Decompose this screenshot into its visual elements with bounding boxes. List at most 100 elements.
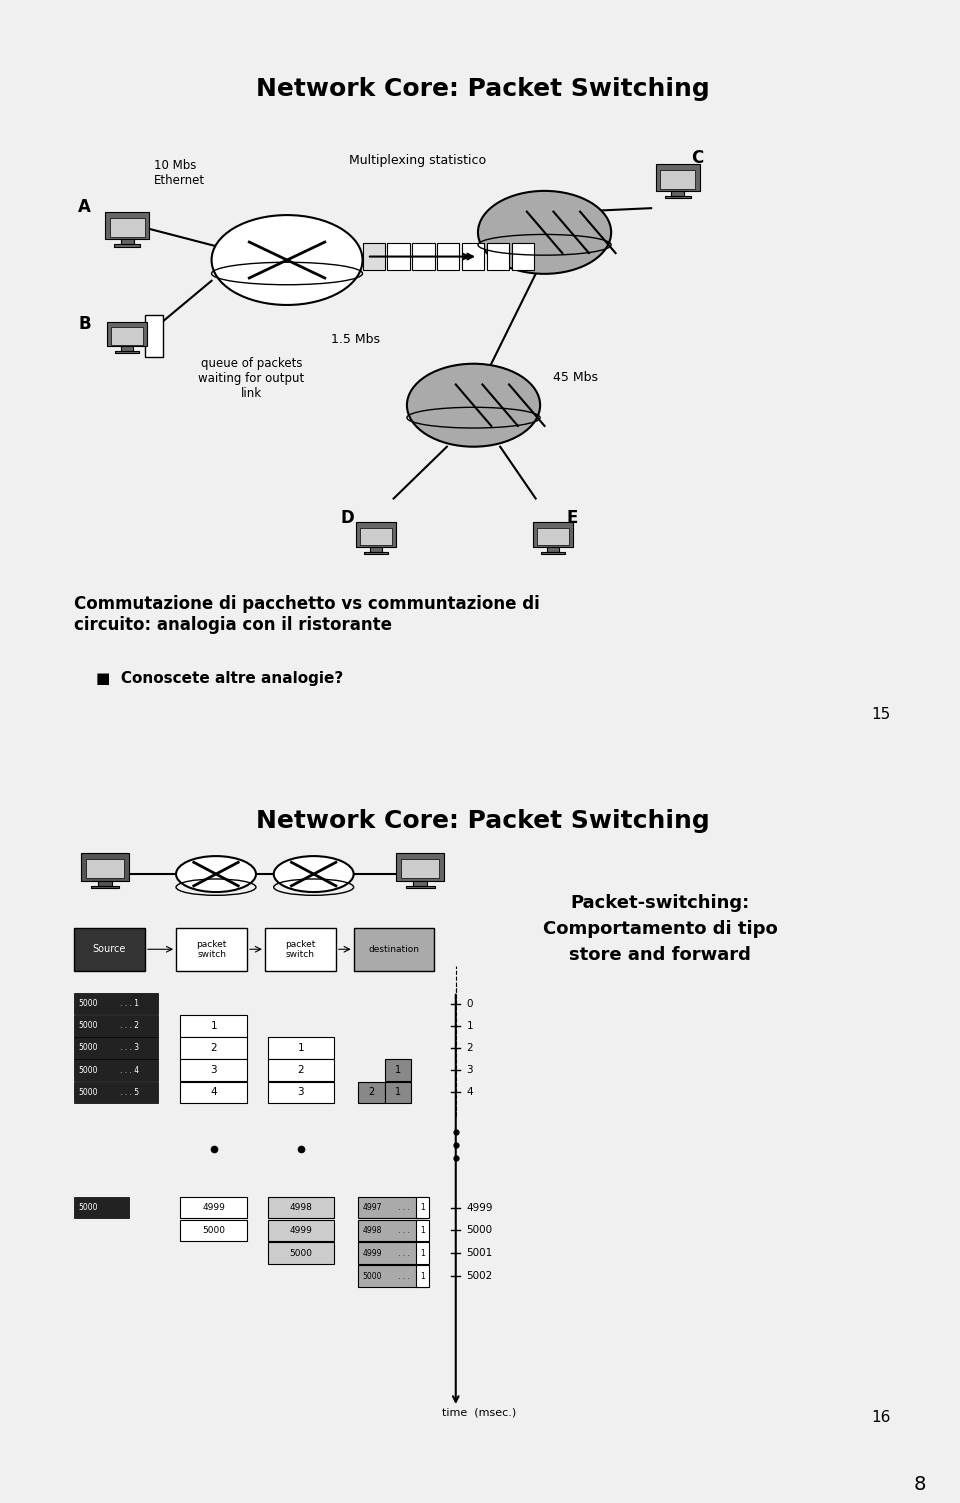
Bar (180, 1060, 247, 1081)
Text: B: B (79, 316, 91, 334)
Bar (90, 885, 119, 888)
Text: Source: Source (93, 944, 126, 954)
Bar (85, 860, 124, 878)
Bar (412, 242, 435, 271)
Text: 1: 1 (395, 1066, 401, 1075)
Text: 5000: 5000 (289, 1249, 312, 1258)
Bar (268, 1037, 334, 1058)
Text: destination: destination (368, 945, 420, 954)
Text: 2: 2 (298, 1066, 304, 1075)
Bar (385, 1082, 412, 1103)
Text: packet
switch: packet switch (285, 939, 316, 959)
Bar (388, 242, 410, 271)
Bar (358, 1266, 427, 1287)
Bar (74, 927, 145, 971)
Bar (534, 522, 573, 547)
Bar (74, 1037, 158, 1058)
Bar (385, 1060, 412, 1081)
Bar (416, 1196, 429, 1219)
Text: 8: 8 (914, 1474, 926, 1494)
Text: 1: 1 (420, 1272, 425, 1281)
Bar (180, 1082, 247, 1103)
Ellipse shape (176, 857, 256, 893)
Text: 4: 4 (210, 1088, 217, 1097)
Bar (268, 1219, 334, 1241)
Bar (74, 1196, 129, 1219)
Bar (353, 927, 434, 971)
Text: 5000: 5000 (79, 1066, 98, 1075)
Bar (356, 522, 396, 547)
Text: time  (msec.): time (msec.) (443, 1407, 516, 1417)
Bar (265, 927, 336, 971)
Bar (547, 547, 560, 552)
Text: 4999: 4999 (467, 1202, 492, 1213)
Text: 1.5 Mbs: 1.5 Mbs (331, 332, 380, 346)
Text: 5002: 5002 (467, 1272, 492, 1281)
Bar (74, 993, 158, 1015)
Bar (416, 1243, 429, 1264)
Bar (176, 927, 247, 971)
Text: 5000: 5000 (79, 1021, 98, 1030)
Bar (416, 1266, 429, 1287)
Bar (109, 218, 145, 237)
Bar (656, 164, 700, 191)
Text: 1: 1 (298, 1043, 304, 1054)
Text: 15: 15 (872, 706, 891, 721)
Bar (487, 242, 509, 271)
Text: . . . 5: . . . 5 (120, 1088, 139, 1097)
Text: A: A (79, 197, 91, 215)
Text: Commutazione di pacchetto vs communtazione di
circuito: analogia con il ristoran: Commutazione di pacchetto vs communtazio… (74, 595, 540, 634)
Text: 1: 1 (420, 1226, 425, 1235)
Bar (81, 852, 129, 881)
Bar (74, 1082, 158, 1103)
Text: 2: 2 (210, 1043, 217, 1054)
Bar (541, 552, 565, 553)
Text: 2: 2 (467, 1043, 473, 1054)
Bar (512, 242, 534, 271)
Text: . . .: . . . (398, 1226, 410, 1235)
Bar (106, 212, 149, 239)
Text: 10 Mbs
Ethernet: 10 Mbs Ethernet (154, 159, 205, 188)
Text: queue of packets
waiting for output
link: queue of packets waiting for output link (199, 356, 304, 400)
Text: 4998: 4998 (363, 1226, 382, 1235)
Text: . . .: . . . (398, 1272, 410, 1281)
Text: 0: 0 (467, 998, 473, 1009)
Text: 1: 1 (210, 1021, 217, 1031)
Text: 5000: 5000 (79, 1043, 98, 1052)
Text: 5000: 5000 (79, 1202, 98, 1211)
Bar (180, 1219, 247, 1241)
Text: . . .: . . . (398, 1202, 410, 1211)
Bar (145, 316, 163, 356)
Bar (268, 1060, 334, 1081)
Text: 2: 2 (369, 1088, 374, 1097)
Bar (660, 170, 695, 189)
Bar (538, 528, 569, 546)
Bar (671, 191, 684, 195)
Bar (180, 1037, 247, 1058)
Bar (268, 1082, 334, 1103)
Text: 1: 1 (420, 1202, 425, 1211)
Text: 1: 1 (420, 1249, 425, 1258)
Text: . . . 3: . . . 3 (120, 1043, 139, 1052)
Text: . . . 1: . . . 1 (120, 999, 139, 1009)
Bar (108, 322, 147, 346)
Ellipse shape (211, 215, 363, 305)
Bar (180, 1196, 247, 1219)
Text: 5000: 5000 (467, 1225, 492, 1235)
Bar (74, 1015, 158, 1037)
Bar (462, 242, 485, 271)
Bar (358, 1243, 427, 1264)
Text: ■  Conoscete altre analogie?: ■ Conoscete altre analogie? (96, 672, 344, 687)
Bar (358, 1082, 385, 1103)
Text: 4998: 4998 (289, 1202, 312, 1211)
Text: 45 Mbs: 45 Mbs (553, 371, 598, 385)
Text: 1: 1 (395, 1088, 401, 1097)
Text: 5001: 5001 (467, 1249, 492, 1258)
Bar (98, 881, 112, 885)
Bar (268, 1243, 334, 1264)
Bar (370, 547, 382, 552)
Text: 3: 3 (467, 1066, 473, 1075)
Text: 5000: 5000 (203, 1226, 226, 1235)
Bar (121, 346, 133, 352)
Bar (416, 1219, 429, 1241)
